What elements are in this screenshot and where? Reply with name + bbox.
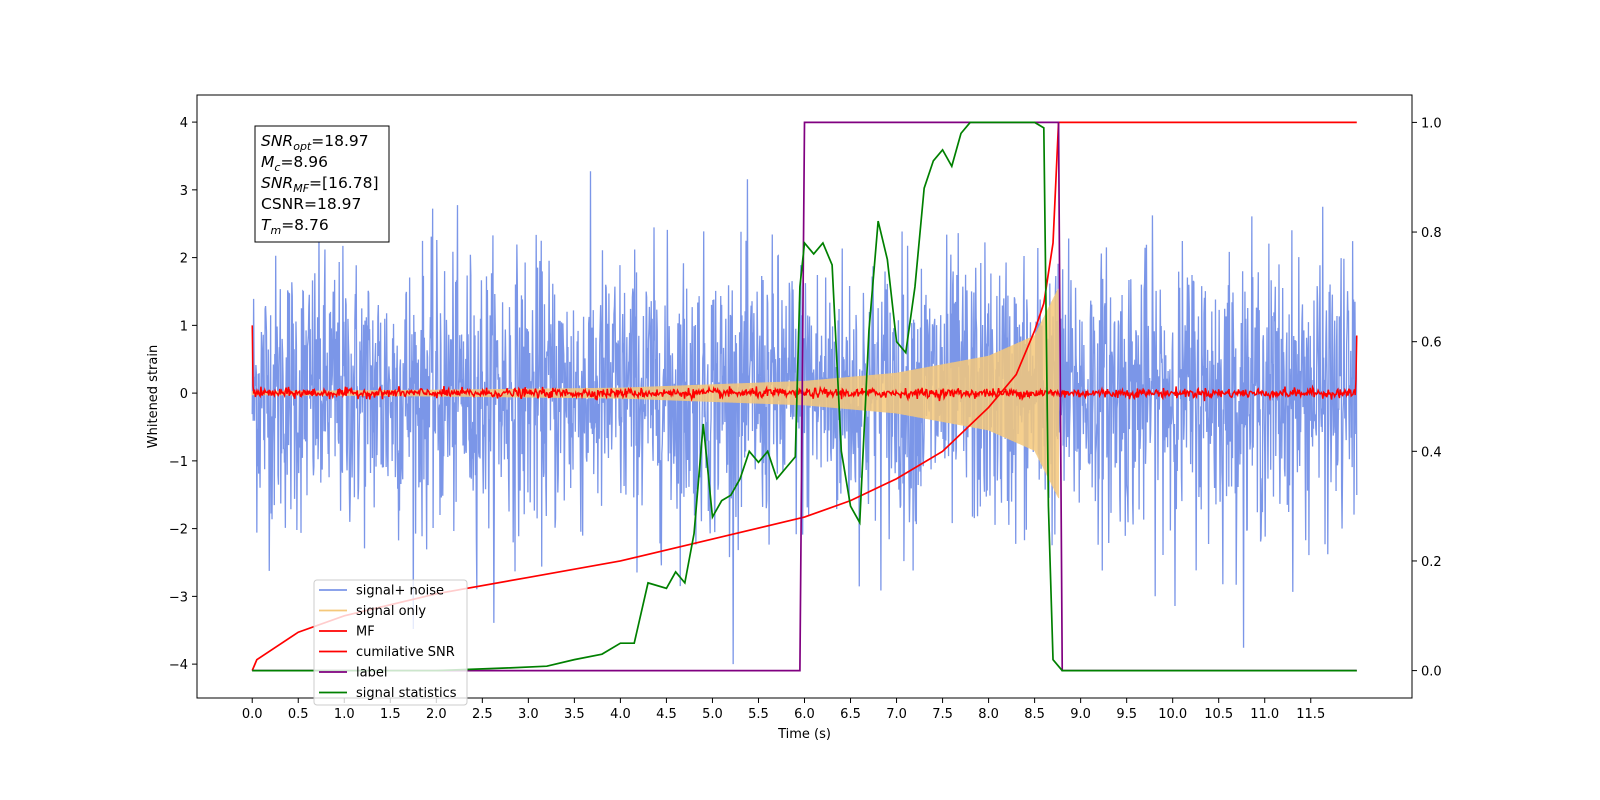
- x-tick-label: 2.0: [426, 707, 447, 722]
- x-tick-label: 4.0: [610, 707, 631, 722]
- legend-label: label: [356, 666, 387, 681]
- y-tick-label: 0: [180, 387, 188, 402]
- y-tick-label: −1: [169, 455, 188, 470]
- y-axis-label: Whitened strain: [146, 345, 161, 448]
- legend-label: signal+ noise: [356, 584, 444, 599]
- x-tick-label: 11.0: [1250, 707, 1279, 722]
- y-tick-label: −4: [169, 658, 188, 673]
- info-box-frame: [254, 125, 390, 243]
- x-tick-label: 10.0: [1158, 707, 1187, 722]
- y2-tick-label: 0.4: [1421, 445, 1442, 460]
- y-tick-label: 2: [180, 252, 188, 267]
- x-tick-label: 1.0: [334, 707, 355, 722]
- y-tick-label: 3: [180, 184, 188, 199]
- legend: signal+ noise signal only MF cumilative SNR…: [313, 579, 468, 706]
- legend-label: signal only: [356, 604, 426, 619]
- x-tick-label: 1.5: [380, 707, 401, 722]
- x-tick-label: 7.5: [932, 707, 953, 722]
- info-line: Mc=8.96: [261, 153, 328, 174]
- y2-tick-label: 0.6: [1421, 336, 1442, 351]
- y-tick-label: 4: [180, 116, 188, 131]
- x-tick-label: 6.0: [794, 707, 815, 722]
- x-tick-label: 3.0: [518, 707, 539, 722]
- x-tick-label: 10.5: [1204, 707, 1233, 722]
- legend-frame: [313, 579, 468, 706]
- info-line: SNRMF=[16.78]: [261, 174, 379, 195]
- info-box: SNRopt=18.97Mc=8.96SNRMF=[16.78]CSNR=18.…: [254, 125, 390, 243]
- series-signal-statistics: [252, 121, 1357, 672]
- series-mf: [251, 325, 1358, 403]
- x-tick-label: 5.0: [702, 707, 723, 722]
- x-tick-label: 2.5: [472, 707, 493, 722]
- x-tick-label: 7.0: [886, 707, 907, 722]
- legend-label: cumilative SNR: [356, 645, 455, 660]
- info-line: Tm=8.76: [261, 216, 329, 237]
- x-tick-label: 5.5: [748, 707, 769, 722]
- x-tick-label: 6.5: [840, 707, 861, 722]
- axes: 0.0 0.5 1.0 1.5 2.0 2.5 3.0 3.5 4.0 4.5 5.0 5.5 6.0 6…: [169, 94, 1442, 722]
- x-tick-label: 0.0: [242, 707, 263, 722]
- x-tick-label: 0.5: [288, 707, 309, 722]
- legend-label: MF: [356, 625, 375, 640]
- x-tick-label: 9.0: [1070, 707, 1091, 722]
- x-axis-label: Time (s): [777, 727, 831, 742]
- info-line: SNRopt=18.97: [261, 132, 369, 153]
- x-tick-label: 9.5: [1116, 707, 1137, 722]
- y2-tick-label: 1.0: [1421, 116, 1442, 131]
- y2-tick-label: 0.8: [1421, 226, 1442, 241]
- y2-tick-label: 0.2: [1421, 555, 1442, 570]
- y-tick-label: −2: [169, 523, 188, 538]
- x-tick-label: 8.0: [978, 707, 999, 722]
- y-tick-label: −3: [169, 590, 188, 605]
- legend-label: signal statistics: [356, 686, 457, 701]
- x-tick-label: 4.5: [656, 707, 677, 722]
- y2-tick-label: 0.0: [1421, 665, 1442, 680]
- x-tick-label: 3.5: [564, 707, 585, 722]
- y-tick-label: 1: [180, 319, 188, 334]
- x-tick-label: 8.5: [1024, 707, 1045, 722]
- info-line: CSNR=18.97: [261, 195, 361, 213]
- x-tick-label: 11.5: [1296, 707, 1325, 722]
